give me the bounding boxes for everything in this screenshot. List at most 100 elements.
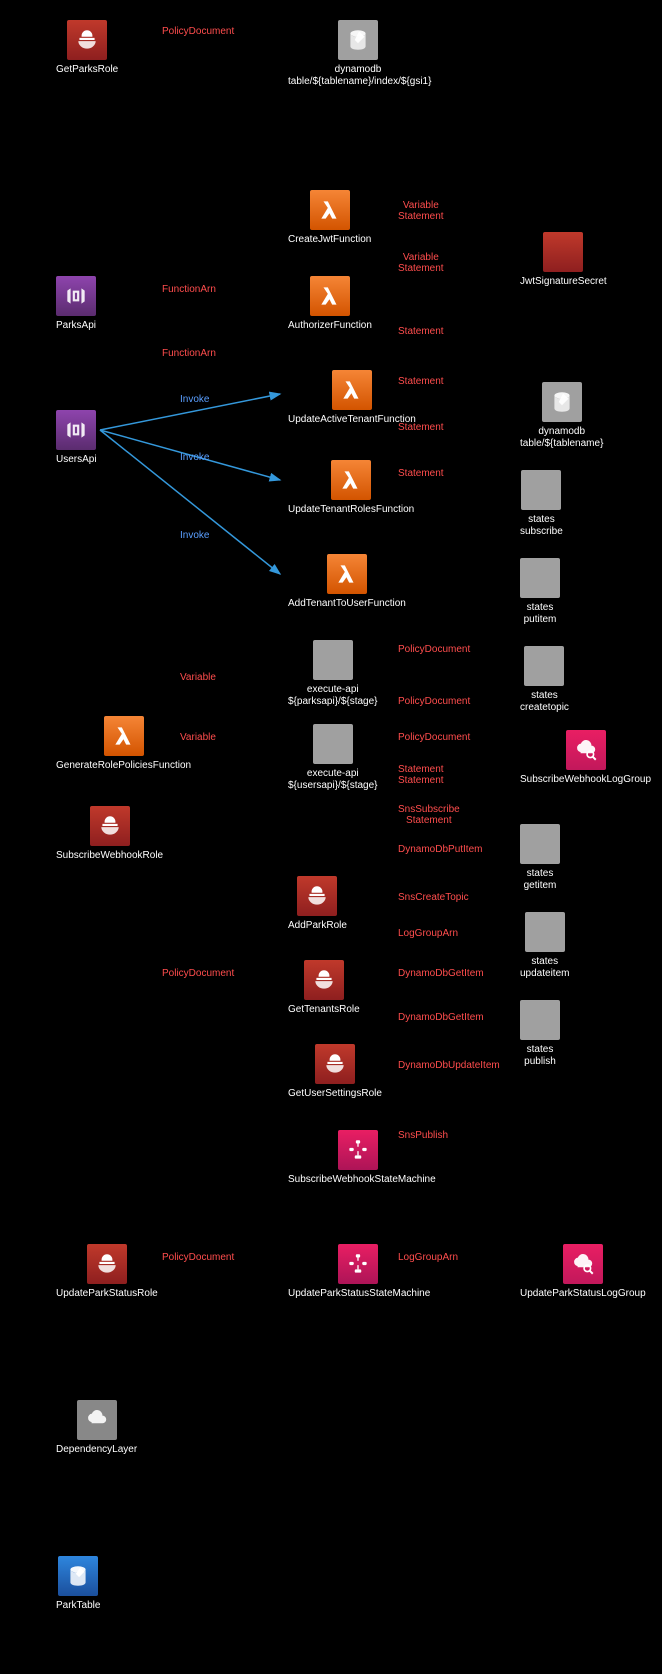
node-label: JwtSignatureSecret (520, 276, 607, 288)
node-label: UpdateParkStatusStateMachine (288, 1288, 428, 1300)
node-label: UpdateActiveTenantFunction (288, 414, 416, 426)
edge-label: PolicyDocument (398, 732, 470, 743)
node-label: UpdateParkStatusLogGroup (520, 1288, 646, 1300)
node-label: AddParkRole (288, 920, 347, 932)
lambda-icon (331, 460, 371, 500)
iam-icon (315, 1044, 355, 1084)
edge-label: FunctionArn (162, 284, 216, 295)
node-statesGetitem: statesgetitem (520, 824, 560, 892)
generic-icon (520, 824, 560, 864)
statemachine-icon (338, 1130, 378, 1170)
lambda-icon (310, 276, 350, 316)
edge-label: PolicyDocument (162, 968, 234, 979)
node-label: statesputitem (524, 602, 557, 626)
api-icon (56, 276, 96, 316)
node-label: GenerateRolePoliciesFunction (56, 760, 191, 772)
node-label: ParksApi (56, 320, 96, 332)
node-JwtSignatureSecret: JwtSignatureSecret (520, 232, 607, 288)
edge-label: PolicyDocument (398, 696, 470, 707)
node-UpdateParkStatusLogGroup: UpdateParkStatusLogGroup (520, 1244, 646, 1300)
node-AddTenantToUserFunction: AddTenantToUserFunction (288, 554, 406, 610)
node-dynIndex: dynamodbtable/${tablename}/index/${gsi1} (288, 20, 428, 88)
node-SubscribeWebhookLogGroup: SubscribeWebhookLogGroup (520, 730, 651, 786)
layer-icon (77, 1400, 117, 1440)
node-statesUpdateitem: statesupdateitem (520, 912, 569, 980)
cloudwatch-icon (566, 730, 606, 770)
edge-label: DynamoDbPutItem (398, 844, 482, 855)
lambda-icon (327, 554, 367, 594)
edge-label: Variable (180, 672, 216, 683)
node-GetParksRole: GetParksRole (56, 20, 118, 76)
edge-label: SnsCreateTopic (398, 892, 469, 903)
node-UpdateParkStatusRole: UpdateParkStatusRole (56, 1244, 158, 1300)
node-SubscribeWebhookRole: SubscribeWebhookRole (56, 806, 163, 862)
iam-icon (87, 1244, 127, 1284)
node-CreateJwtFunction: CreateJwtFunction (288, 190, 371, 246)
iam-icon (297, 876, 337, 916)
node-ParksApi: ParksApi (56, 276, 96, 332)
iam-icon (67, 20, 107, 60)
edge-label: Statement (398, 376, 444, 387)
edge-label: SnsPublish (398, 1130, 448, 1141)
node-label: SubscribeWebhookRole (56, 850, 163, 862)
node-label: statessubscribe (520, 514, 563, 538)
edge-label: PolicyDocument (162, 1252, 234, 1263)
edge-label: LogGroupArn (398, 1252, 458, 1263)
node-statesPublish: statespublish (520, 1000, 560, 1068)
node-label: UpdateParkStatusRole (56, 1288, 158, 1300)
edge-label: Variable (180, 732, 216, 743)
node-label: execute-api${parksapi}/${stage} (288, 684, 378, 708)
node-UpdateActiveTenantFunction: UpdateActiveTenantFunction (288, 370, 416, 426)
node-execUsers: execute-api${usersapi}/${stage} (288, 724, 378, 792)
node-label: statescreatetopic (520, 690, 569, 714)
node-label: ParkTable (56, 1600, 100, 1612)
node-label: statesupdateitem (520, 956, 569, 980)
cloudwatch-icon (563, 1244, 603, 1284)
edge-label: DynamoDbGetItem (398, 1012, 484, 1023)
node-label: GetTenantsRole (288, 1004, 360, 1016)
node-label: dynamodbtable/${tablename} (520, 426, 603, 450)
generic-icon (520, 1000, 560, 1040)
edge-label: FunctionArn (162, 348, 216, 359)
secret-icon (543, 232, 583, 272)
edge-label: LogGroupArn (398, 928, 458, 939)
node-DependencyLayer: DependencyLayer (56, 1400, 137, 1456)
node-label: UsersApi (56, 454, 97, 466)
edge-label: StatementStatement (398, 764, 444, 786)
edge-label: DynamoDbGetItem (398, 968, 484, 979)
node-AddParkRole: AddParkRole (288, 876, 347, 932)
generic-icon (313, 640, 353, 680)
edge-label: Statement (398, 468, 444, 479)
node-statesPutitem: statesputitem (520, 558, 560, 626)
edge-label: VariableStatement (398, 200, 444, 222)
dynamodb-icon (58, 1556, 98, 1596)
iam-icon (304, 960, 344, 1000)
edge-label: PolicyDocument (162, 26, 234, 37)
node-label: AuthorizerFunction (288, 320, 372, 332)
generic-db-icon (542, 382, 582, 422)
lambda-icon (310, 190, 350, 230)
node-label: CreateJwtFunction (288, 234, 371, 246)
node-AuthorizerFunction: AuthorizerFunction (288, 276, 372, 332)
node-statesCreatetopic: statescreatetopic (520, 646, 569, 714)
generic-icon (520, 558, 560, 598)
node-execParks: execute-api${parksapi}/${stage} (288, 640, 378, 708)
node-ParkTable: ParkTable (56, 1556, 100, 1612)
edge-label: PolicyDocument (398, 644, 470, 655)
node-UsersApi: UsersApi (56, 410, 97, 466)
node-label: SubscribeWebhookLogGroup (520, 774, 651, 786)
generic-db-icon (338, 20, 378, 60)
edge-label: Invoke (180, 394, 209, 405)
node-dynTable: dynamodbtable/${tablename} (520, 382, 603, 450)
generic-icon (313, 724, 353, 764)
node-label: statespublish (524, 1044, 556, 1068)
node-label: AddTenantToUserFunction (288, 598, 406, 610)
api-icon (56, 410, 96, 450)
node-label: GetParksRole (56, 64, 118, 76)
node-label: DependencyLayer (56, 1444, 137, 1456)
edge-label: SnsSubscribeStatement (398, 804, 460, 826)
node-GenerateRolePoliciesFunction: GenerateRolePoliciesFunction (56, 716, 191, 772)
node-label: GetUserSettingsRole (288, 1088, 382, 1100)
node-label: SubscribeWebhookStateMachine (288, 1174, 428, 1186)
edge-label: Statement (398, 326, 444, 337)
